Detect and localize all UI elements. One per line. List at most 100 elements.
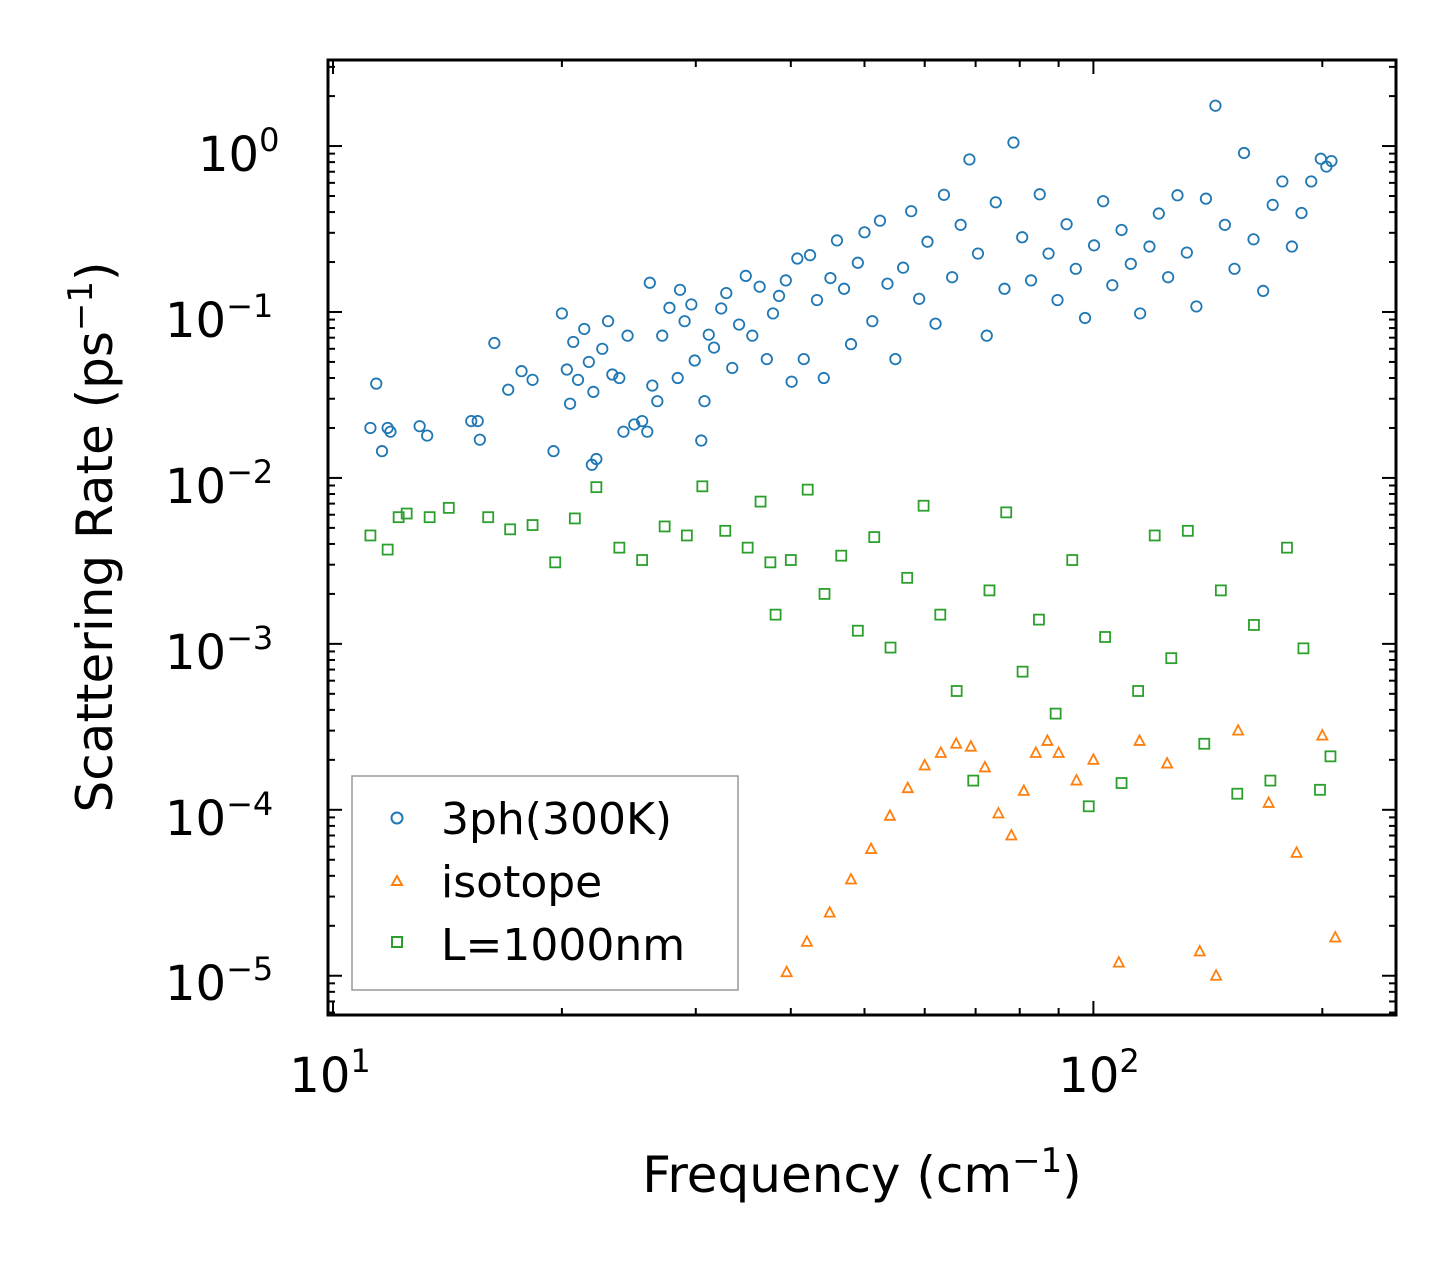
data-point bbox=[671, 371, 684, 385]
data-point bbox=[1276, 175, 1289, 188]
data-point bbox=[950, 685, 963, 697]
data-point bbox=[364, 529, 377, 542]
data-point bbox=[964, 739, 978, 752]
data-point bbox=[375, 445, 389, 458]
data-point bbox=[1285, 240, 1298, 253]
data-point bbox=[628, 418, 641, 431]
data-point bbox=[1281, 541, 1293, 554]
data-point bbox=[873, 214, 887, 227]
data-point bbox=[896, 261, 910, 274]
data-point bbox=[1078, 311, 1092, 325]
data-point bbox=[1143, 240, 1156, 253]
data-point bbox=[1042, 247, 1055, 260]
data-point bbox=[797, 353, 810, 366]
data-point bbox=[1097, 195, 1110, 208]
data-point bbox=[596, 342, 609, 355]
data-point bbox=[780, 964, 794, 978]
data-point bbox=[1165, 652, 1178, 665]
data-point bbox=[1199, 192, 1213, 205]
data-point bbox=[643, 276, 656, 289]
data-point bbox=[1052, 745, 1066, 758]
legend-marker-3ph bbox=[390, 811, 404, 825]
data-point bbox=[929, 317, 942, 330]
data-point bbox=[963, 153, 976, 166]
data-point bbox=[1218, 218, 1231, 231]
data-point bbox=[764, 556, 777, 569]
data-point bbox=[824, 272, 837, 285]
data-point bbox=[1069, 773, 1083, 786]
data-point bbox=[983, 584, 996, 597]
data-point bbox=[726, 361, 739, 375]
series-0 bbox=[364, 99, 1338, 471]
data-point bbox=[785, 375, 798, 388]
data-point bbox=[601, 315, 615, 328]
data-point bbox=[971, 247, 985, 260]
data-point bbox=[901, 571, 914, 584]
data-point bbox=[918, 758, 932, 771]
data-point bbox=[998, 282, 1011, 295]
data-point bbox=[526, 519, 539, 531]
legend-label-isotope: isotope bbox=[441, 857, 602, 908]
y-tick-label: 10−2 bbox=[165, 453, 273, 515]
data-point bbox=[1115, 777, 1128, 789]
data-point bbox=[791, 252, 804, 265]
data-point bbox=[442, 501, 455, 514]
data-point bbox=[482, 511, 495, 524]
data-point bbox=[646, 379, 659, 392]
data-point bbox=[563, 397, 577, 410]
data-point bbox=[400, 507, 413, 520]
data-point bbox=[658, 520, 671, 533]
axis-ticks bbox=[328, 60, 1396, 1015]
data-point bbox=[549, 556, 562, 569]
data-point bbox=[1262, 795, 1276, 808]
legend: 3ph(300K) isotope L=1000nm bbox=[351, 775, 739, 991]
data-point bbox=[980, 329, 993, 342]
legend-box bbox=[351, 775, 739, 991]
data-point bbox=[663, 301, 676, 314]
data-point bbox=[606, 368, 619, 381]
data-point bbox=[766, 307, 780, 320]
data-point bbox=[1171, 189, 1184, 202]
data-point bbox=[1049, 707, 1062, 720]
data-point bbox=[1033, 188, 1046, 201]
data-point bbox=[1257, 284, 1270, 297]
data-point bbox=[1099, 631, 1111, 643]
data-point bbox=[587, 385, 600, 398]
data-point bbox=[1024, 274, 1038, 287]
data-point bbox=[636, 415, 649, 428]
y-axis-title: Scattering Rate (ps−1) bbox=[61, 261, 124, 812]
y-tick-label: 100 bbox=[198, 121, 279, 183]
data-point bbox=[868, 531, 881, 543]
data-point bbox=[1264, 774, 1277, 787]
data-point bbox=[1209, 968, 1223, 981]
data-point bbox=[688, 354, 701, 367]
data-point bbox=[613, 371, 626, 385]
data-point bbox=[465, 415, 478, 428]
data-point bbox=[772, 289, 786, 303]
data-point bbox=[1051, 293, 1064, 307]
data-point bbox=[913, 292, 926, 305]
data-point bbox=[381, 543, 394, 556]
data-point bbox=[685, 298, 698, 311]
data-point bbox=[851, 624, 864, 637]
x-tick-label: 102 bbox=[1058, 1042, 1139, 1104]
data-point bbox=[696, 480, 709, 493]
data-point bbox=[844, 872, 858, 885]
data-point bbox=[934, 745, 948, 758]
data-point bbox=[1082, 800, 1095, 813]
data-point bbox=[488, 336, 501, 350]
data-point bbox=[1162, 271, 1175, 284]
data-point bbox=[937, 188, 951, 201]
data-point bbox=[934, 608, 947, 621]
data-point bbox=[613, 541, 626, 554]
data-point bbox=[858, 226, 871, 239]
plot-frame bbox=[326, 58, 1398, 1017]
data-point bbox=[917, 499, 930, 512]
data-point bbox=[1000, 506, 1013, 519]
legend-label-boundary: L=1000nm bbox=[441, 920, 685, 971]
data-point bbox=[818, 588, 831, 600]
data-point bbox=[555, 307, 568, 320]
data-point bbox=[1016, 231, 1029, 244]
data-point bbox=[954, 218, 967, 231]
series-2 bbox=[364, 480, 1337, 813]
